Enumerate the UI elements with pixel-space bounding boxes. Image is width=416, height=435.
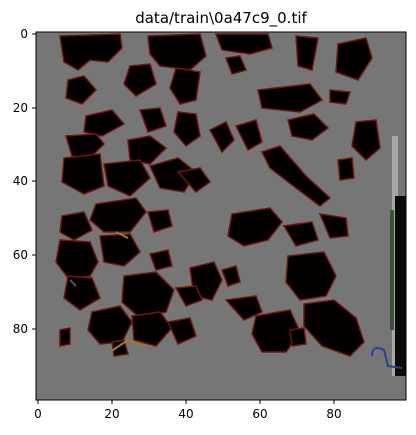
x-tick-label: 20 — [104, 407, 119, 421]
blob — [318, 213, 349, 239]
blob — [103, 159, 151, 197]
blob — [123, 63, 157, 97]
x-axis: 0 20 40 60 80 — [34, 400, 342, 421]
blob — [214, 33, 273, 55]
blob — [65, 75, 98, 105]
y-tick: 20 — [13, 101, 36, 115]
y-tick-label: 0 — [20, 27, 28, 41]
y-tick-label: 40 — [13, 174, 28, 188]
blob — [59, 33, 123, 71]
blob — [287, 113, 330, 141]
blob — [260, 145, 332, 207]
blob — [59, 211, 93, 241]
blob — [166, 317, 197, 345]
blob — [61, 153, 105, 195]
y-tick: 60 — [13, 248, 36, 262]
blob — [83, 109, 126, 137]
dark-blobs — [55, 33, 381, 357]
blob — [55, 239, 99, 279]
blob — [127, 135, 168, 165]
blob — [138, 107, 167, 133]
blob — [121, 271, 175, 319]
blob — [173, 111, 201, 148]
blob — [148, 249, 173, 271]
blob — [131, 311, 173, 347]
blob — [208, 120, 235, 154]
y-tick-label: 60 — [13, 248, 28, 262]
right-edge-band — [390, 136, 406, 376]
blob — [337, 157, 355, 181]
blob — [89, 197, 147, 233]
y-axis: 0 20 40 60 80 — [13, 27, 36, 336]
x-tick: 80 — [326, 400, 342, 421]
y-tick: 40 — [13, 174, 36, 188]
blob — [174, 285, 203, 307]
blob — [221, 265, 241, 287]
x-tick-label: 80 — [326, 407, 341, 421]
x-tick: 20 — [104, 400, 120, 421]
blob — [289, 327, 307, 347]
blob — [224, 55, 248, 75]
image-frame — [35, 31, 407, 401]
x-tick: 40 — [178, 400, 194, 421]
blob — [224, 295, 263, 321]
tint-accents — [69, 231, 403, 369]
blob — [99, 233, 141, 267]
plot-title: data/train\0a47c9_0.tif — [135, 9, 307, 28]
blob — [335, 37, 373, 81]
blob — [227, 207, 283, 247]
image-panel — [35, 31, 407, 401]
x-tick-label: 60 — [252, 407, 267, 421]
blob — [351, 119, 381, 162]
blob — [169, 67, 201, 105]
y-tick-label: 20 — [13, 101, 28, 115]
blob — [63, 275, 101, 311]
blob — [59, 327, 71, 347]
y-tick: 0 — [20, 27, 36, 41]
blob — [295, 35, 319, 71]
blob — [251, 309, 301, 353]
blob — [257, 83, 324, 113]
blob — [303, 299, 365, 357]
blob — [285, 251, 337, 301]
y-tick-label: 80 — [13, 322, 28, 336]
blob — [147, 209, 173, 233]
blob — [176, 167, 212, 193]
x-tick-label: 0 — [34, 407, 42, 421]
blob — [111, 339, 129, 357]
blob — [282, 221, 319, 247]
y-tick: 80 — [13, 322, 36, 336]
x-tick: 60 — [252, 400, 268, 421]
x-tick-label: 40 — [178, 407, 193, 421]
x-tick: 0 — [34, 400, 42, 421]
blob — [65, 133, 106, 159]
blob — [234, 119, 263, 152]
blob — [329, 89, 352, 105]
